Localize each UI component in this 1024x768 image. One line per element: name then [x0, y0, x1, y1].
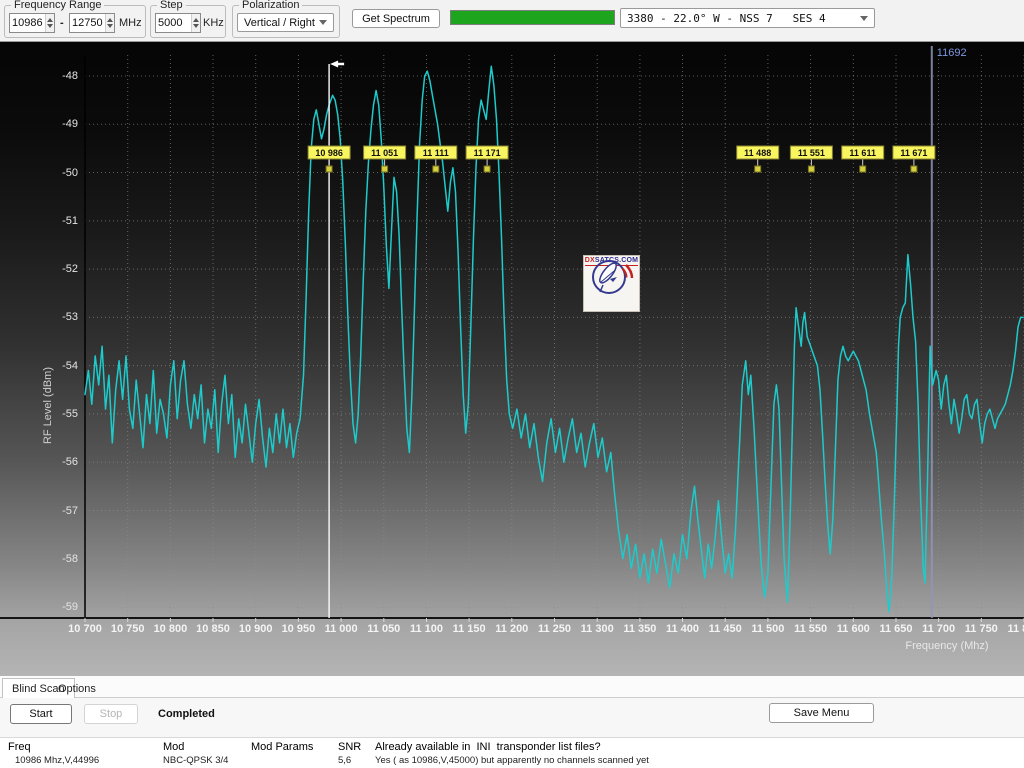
transponder-marker[interactable]: 11 171	[466, 146, 508, 172]
y-tick-label: -50	[44, 167, 78, 179]
transponder-marker[interactable]: 11 551	[790, 146, 832, 172]
get-spectrum-button[interactable]: Get Spectrum	[352, 9, 440, 28]
x-axis-title: Frequency (Mhz)	[897, 640, 997, 652]
cell-ini-status: Yes ( as 10986,V,45000) but apparently n…	[375, 755, 649, 766]
bottom-tabstrip: Blind Scan Options	[0, 676, 1024, 698]
save-menu-button[interactable]: Save Menu	[769, 703, 874, 723]
spectrum-plot-svg[interactable]: 11692 10 986 11 051 11 111 11 171 11 488…	[0, 42, 1024, 676]
column-header: Already available in INI transponder lis…	[375, 741, 601, 753]
dxsatcs-logo: DXSATCS.COM	[583, 255, 640, 312]
transponder-marker[interactable]: 10 986	[308, 146, 350, 172]
scan-controls: Start Stop Completed Save Menu	[0, 698, 1024, 737]
transponder-marker[interactable]: 11 111	[415, 146, 457, 172]
freq-to-spinner	[69, 13, 115, 33]
cell-freq: 10986 Mhz,V,44996	[15, 755, 99, 766]
step-spinner	[155, 13, 201, 33]
scan-progress-bar	[450, 10, 615, 25]
tab-options[interactable]: Options	[49, 679, 105, 698]
spectrum-chart[interactable]: 11692 10 986 11 051 11 111 11 171 11 488…	[0, 42, 1024, 676]
column-header: SNR	[338, 741, 361, 753]
reference-line-label: 11692	[937, 47, 967, 59]
transponder-label: 11 551	[798, 148, 825, 158]
satellite-value: 3380 - 22.0° W - NSS 7 SES 4	[627, 12, 826, 25]
spinner-arrows-icon[interactable]	[191, 14, 200, 32]
column-header: Mod	[163, 741, 184, 753]
chevron-down-icon	[319, 20, 327, 25]
cell-mod: NBC-QPSK 3/4	[163, 755, 228, 766]
transponder-label: 11 171	[474, 148, 501, 158]
stop-button: Stop	[84, 704, 138, 724]
spinner-arrows-icon[interactable]	[105, 14, 114, 32]
results-table: Freq Mod Mod Params SNR Already availabl…	[0, 737, 1024, 768]
blind-scan-app: Frequency Range - MHz Step KHz Polarizat…	[0, 0, 1024, 768]
y-tick-label: -49	[44, 118, 78, 130]
y-tick-label: -51	[44, 215, 78, 227]
khz-unit-label: KHz	[203, 17, 224, 29]
column-header: Mod Params	[251, 741, 313, 753]
x-tick-label: 11 800	[994, 623, 1024, 635]
transponder-label: 11 111	[423, 148, 449, 158]
y-tick-label: -56	[44, 456, 78, 468]
transponder-marker[interactable]: 11 671	[893, 146, 935, 172]
spinner-arrows-icon[interactable]	[45, 14, 54, 32]
freq-from-spinner	[9, 13, 55, 33]
satellite-dish-icon	[584, 256, 639, 300]
mhz-unit-label: MHz	[119, 17, 142, 29]
freq-to-input[interactable]	[70, 14, 105, 32]
y-tick-label: -52	[44, 263, 78, 275]
column-header: Freq	[8, 741, 31, 753]
y-tick-label: -57	[44, 505, 78, 517]
step-input[interactable]	[156, 14, 191, 32]
y-axis-title: RF Level (dBm)	[42, 367, 54, 444]
cursor-arrow-icon	[330, 61, 344, 68]
transponder-label: 11 051	[371, 148, 398, 158]
transponder-label: 11 671	[900, 148, 927, 158]
y-tick-label: -48	[44, 70, 78, 82]
y-tick-label: -59	[44, 601, 78, 613]
y-tick-label: -58	[44, 553, 78, 565]
frequency-range-group: Frequency Range - MHz	[4, 5, 146, 38]
transponder-label: 10 986	[315, 148, 343, 158]
frequency-cursor[interactable]	[329, 61, 344, 619]
transponder-marker[interactable]: 11 611	[842, 146, 884, 172]
reference-line-group: 11692	[932, 46, 967, 618]
toolbar: Frequency Range - MHz Step KHz Polarizat…	[0, 0, 1024, 42]
transponder-label: 11 611	[849, 148, 876, 158]
range-separator: -	[60, 17, 64, 29]
chevron-down-icon	[860, 16, 868, 21]
satellite-select[interactable]: 3380 - 22.0° W - NSS 7 SES 4	[620, 8, 875, 28]
transponder-marker[interactable]: 11 488	[737, 146, 779, 172]
y-tick-label: -53	[44, 311, 78, 323]
start-button[interactable]: Start	[10, 704, 72, 724]
freq-from-input[interactable]	[10, 14, 45, 32]
progress-fill	[451, 11, 614, 24]
status-text: Completed	[158, 708, 215, 720]
step-label: Step	[157, 0, 186, 11]
transponder-label: 11 488	[744, 148, 771, 158]
frequency-range-label: Frequency Range	[11, 0, 104, 11]
transponder-marker[interactable]: 11 051	[364, 146, 406, 172]
polarization-group: Polarization Vertical / Right	[232, 5, 340, 38]
polarization-value: Vertical / Right	[244, 17, 315, 29]
step-group: Step KHz	[150, 5, 226, 38]
polarization-select[interactable]: Vertical / Right	[237, 13, 334, 32]
cell-snr: 5,6	[338, 755, 351, 766]
polarization-label: Polarization	[239, 0, 302, 11]
